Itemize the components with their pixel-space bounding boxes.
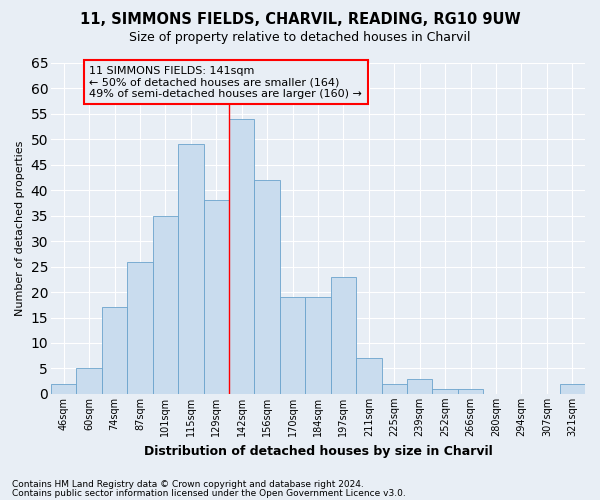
Bar <box>356 358 382 394</box>
Text: Size of property relative to detached houses in Charvil: Size of property relative to detached ho… <box>129 31 471 44</box>
Bar <box>229 119 254 394</box>
Bar <box>280 297 305 394</box>
X-axis label: Distribution of detached houses by size in Charvil: Distribution of detached houses by size … <box>143 444 493 458</box>
Bar <box>560 384 585 394</box>
Bar <box>76 368 102 394</box>
Bar <box>407 378 433 394</box>
Y-axis label: Number of detached properties: Number of detached properties <box>15 141 25 316</box>
Bar <box>127 262 152 394</box>
Bar <box>458 389 483 394</box>
Bar <box>382 384 407 394</box>
Bar <box>178 144 203 394</box>
Bar <box>433 389 458 394</box>
Bar <box>102 308 127 394</box>
Text: 11, SIMMONS FIELDS, CHARVIL, READING, RG10 9UW: 11, SIMMONS FIELDS, CHARVIL, READING, RG… <box>80 12 520 28</box>
Bar <box>305 297 331 394</box>
Bar <box>152 216 178 394</box>
Text: Contains HM Land Registry data © Crown copyright and database right 2024.: Contains HM Land Registry data © Crown c… <box>12 480 364 489</box>
Text: 11 SIMMONS FIELDS: 141sqm
← 50% of detached houses are smaller (164)
49% of semi: 11 SIMMONS FIELDS: 141sqm ← 50% of detac… <box>89 66 362 98</box>
Text: Contains public sector information licensed under the Open Government Licence v3: Contains public sector information licen… <box>12 489 406 498</box>
Bar <box>331 277 356 394</box>
Bar <box>51 384 76 394</box>
Bar <box>254 180 280 394</box>
Bar <box>203 200 229 394</box>
